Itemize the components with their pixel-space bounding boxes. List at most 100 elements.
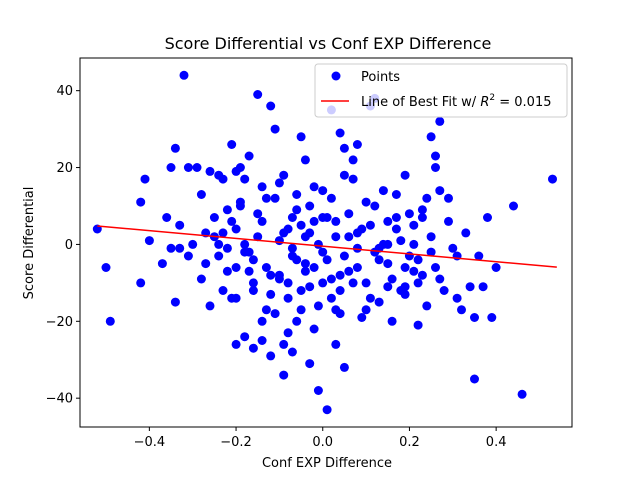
data-point <box>335 270 345 280</box>
legend-fit-label: Line of Best Fit w/ R2 = 0.015 <box>361 93 551 110</box>
data-point <box>175 220 185 230</box>
data-point <box>313 239 323 249</box>
data-point <box>365 293 375 303</box>
data-point <box>136 278 146 288</box>
data-point <box>270 309 280 319</box>
data-point <box>253 232 263 242</box>
plot-area <box>92 70 557 415</box>
x-tick-label: 0.0 <box>312 435 333 450</box>
data-point <box>352 243 362 253</box>
data-point <box>309 216 319 226</box>
data-point <box>231 293 241 303</box>
data-point <box>300 232 310 242</box>
y-tick-label: −20 <box>46 315 73 330</box>
data-point <box>235 163 245 172</box>
x-tick-label: −0.2 <box>220 435 252 450</box>
data-point <box>361 305 371 315</box>
data-point <box>322 255 332 265</box>
data-point <box>196 190 206 199</box>
data-point <box>222 243 232 253</box>
data-point <box>296 132 306 142</box>
data-point <box>261 193 271 203</box>
data-point <box>517 389 527 399</box>
data-point <box>348 278 358 288</box>
data-point <box>387 274 397 284</box>
data-point <box>413 278 423 288</box>
data-point <box>166 243 176 253</box>
data-point <box>218 286 228 295</box>
data-point <box>170 297 180 307</box>
data-point <box>491 263 501 272</box>
data-point <box>274 236 284 246</box>
data-point <box>487 313 497 322</box>
data-point <box>248 278 258 288</box>
data-point <box>287 243 297 253</box>
data-point <box>391 224 401 234</box>
data-point <box>470 313 479 322</box>
data-point <box>218 174 228 184</box>
data-point <box>309 263 319 272</box>
data-point <box>183 251 193 261</box>
data-point <box>175 243 185 253</box>
data-point <box>279 370 289 380</box>
data-point <box>348 155 358 165</box>
data-point <box>300 259 310 269</box>
data-point <box>383 216 393 226</box>
data-point <box>331 232 341 242</box>
data-point <box>400 289 410 299</box>
data-point <box>270 193 280 203</box>
data-point <box>261 263 271 272</box>
data-point <box>222 266 232 276</box>
data-point <box>274 274 284 284</box>
data-point <box>192 163 202 172</box>
x-tick-label: 0.2 <box>399 435 420 450</box>
data-point <box>266 289 276 299</box>
data-point <box>435 274 445 284</box>
chart-title: Score Differential vs Conf EXP Differenc… <box>165 34 492 53</box>
data-point <box>444 216 453 226</box>
data-point <box>374 297 384 307</box>
data-point <box>162 213 172 222</box>
data-point <box>188 239 198 249</box>
fit-line-layer <box>97 225 557 268</box>
data-point <box>326 193 336 203</box>
data-point <box>339 170 349 180</box>
data-point <box>292 205 302 215</box>
legend-points-marker <box>331 71 341 81</box>
data-point <box>374 255 384 265</box>
data-point <box>400 282 410 292</box>
data-point <box>331 339 341 349</box>
data-point <box>483 213 492 222</box>
data-point <box>444 193 453 203</box>
data-point <box>426 132 436 142</box>
data-point <box>326 274 336 284</box>
data-point <box>344 266 354 276</box>
data-point <box>548 174 557 184</box>
data-point <box>361 278 371 288</box>
data-point <box>417 213 427 222</box>
data-point <box>300 155 310 165</box>
data-point <box>318 213 328 222</box>
data-point <box>227 216 237 226</box>
data-point <box>261 305 271 315</box>
x-tick-label: 0.4 <box>486 435 507 450</box>
data-point <box>105 316 115 326</box>
data-point <box>391 190 401 199</box>
data-point <box>344 209 354 219</box>
data-point <box>166 163 176 172</box>
data-point <box>244 266 254 276</box>
data-point <box>231 339 241 349</box>
data-point <box>326 293 336 303</box>
data-point <box>170 143 180 153</box>
data-point <box>240 332 250 342</box>
data-point <box>339 143 349 153</box>
data-point <box>318 247 328 257</box>
data-point <box>196 274 206 284</box>
legend-fit-r: R <box>480 95 489 110</box>
data-point <box>313 301 323 311</box>
data-point <box>335 286 345 295</box>
data-point <box>339 251 349 261</box>
x-axis-label: Conf EXP Difference <box>262 456 392 471</box>
data-point <box>431 151 440 161</box>
data-point <box>409 266 419 276</box>
